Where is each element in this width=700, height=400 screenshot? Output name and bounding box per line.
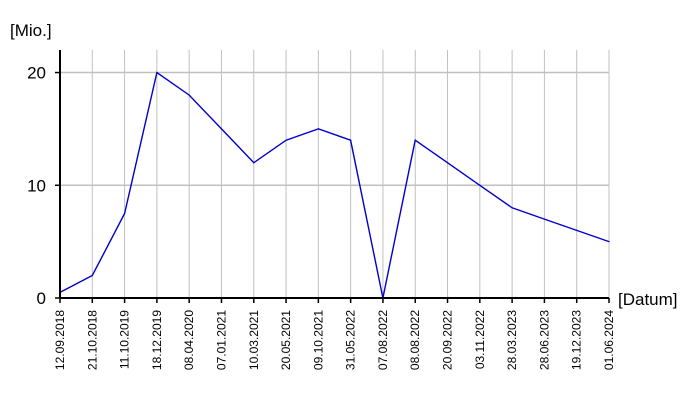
data-point	[350, 139, 352, 141]
x-tick-label: 18.12.2019	[150, 310, 164, 370]
x-tick-label: 28.06.2023	[537, 310, 551, 370]
data-point	[576, 229, 578, 231]
x-tick-label: 31.05.2022	[344, 310, 358, 370]
x-tick-label: 21.10.2018	[85, 310, 99, 370]
x-tick-label: 07.01.2021	[214, 310, 228, 370]
data-point	[253, 162, 255, 164]
y-tick-labels: 0 10 20	[27, 64, 46, 308]
x-tick-label: 20.05.2021	[279, 310, 293, 370]
x-tick-label: 12.09.2018	[53, 310, 67, 370]
data-point	[188, 94, 190, 96]
x-tick-label: 08.08.2022	[408, 310, 422, 370]
grid-lines	[59, 50, 610, 298]
x-tick-label: 11.10.2019	[118, 310, 132, 369]
x-tick-label: 01.06.2024	[602, 310, 616, 370]
y-axis-label: [Mio.]	[10, 21, 52, 40]
data-point	[414, 139, 416, 141]
data-point	[479, 184, 481, 186]
data-point	[317, 128, 319, 130]
x-tick-labels: 12.09.2018 21.10.2018 11.10.2019 18.12.2019…	[53, 310, 616, 370]
data-point	[446, 162, 449, 164]
x-tick-label: 08.04.2020	[182, 310, 196, 370]
data-point	[91, 274, 93, 277]
x-tick-label: 09.10.2021	[311, 310, 325, 370]
y-tick-label: 0	[37, 289, 46, 308]
data-point	[123, 212, 126, 215]
x-axis-label: [Datum]	[618, 290, 678, 309]
x-tick-label: 20.09.2022	[441, 310, 455, 370]
x-tick-label: 07.08.2022	[376, 310, 390, 370]
data-point	[220, 128, 223, 130]
axes	[55, 50, 610, 303]
data-point	[156, 71, 158, 74]
x-tick-label: 19.12.2023	[570, 310, 584, 370]
x-tick-label: 10.03.2021	[247, 310, 261, 370]
y-tick-label: 20	[27, 64, 46, 83]
series-line	[59, 71, 610, 299]
data-point	[608, 241, 610, 243]
x-tick-label: 28.03.2023	[505, 310, 519, 370]
y-tick-label: 10	[27, 176, 46, 195]
data-point	[543, 218, 546, 220]
data-point	[511, 207, 513, 209]
data-point	[285, 139, 287, 141]
x-tick-label: 03.11.2022	[473, 310, 487, 369]
